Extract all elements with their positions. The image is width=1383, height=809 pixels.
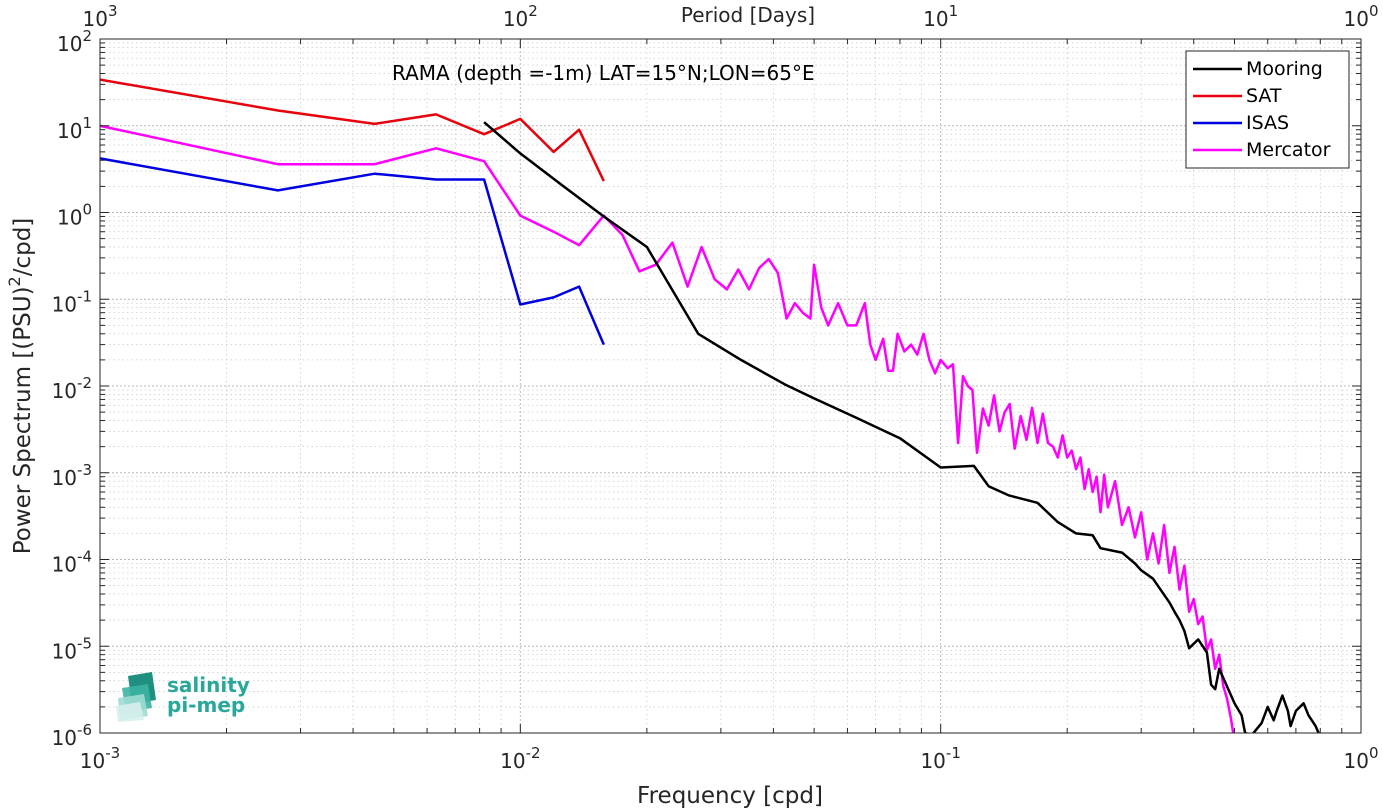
y-tick-label: 10-3: [52, 461, 92, 490]
y-tick-label: 10-6: [52, 721, 92, 750]
y-axis-title-main: Power Spectrum [(PSU): [10, 286, 36, 554]
logo-icon: [116, 672, 156, 722]
y-tick-label: 102: [57, 27, 92, 56]
ticks-layer: [99, 38, 1362, 734]
left-tick-labels: 102 101 100 10-1 10-2 10-3 10-4 10-5 10-6: [52, 27, 92, 750]
series-line-isas: [100, 157, 605, 346]
top-tick-label: 103: [83, 2, 118, 31]
y-tick-label: 10-4: [52, 548, 92, 577]
y-tick-label: 10-2: [52, 374, 92, 403]
y-tick-label: 10-1: [52, 287, 92, 316]
x-tick-label: 10-1: [920, 744, 960, 773]
salinity-pimep-logo: salinity pi-mep: [116, 672, 250, 722]
logo-line1: salinity: [167, 673, 250, 697]
series-line-mercator: [100, 124, 1235, 733]
legend-label-mooring: Mooring: [1246, 58, 1323, 80]
logo-line2: pi-mep: [167, 693, 245, 717]
y-axis-title-end: /cpd]: [10, 218, 36, 277]
legend: Mooring SAT ISAS Mercator: [1185, 50, 1350, 169]
legend-label-mercator: Mercator: [1246, 139, 1331, 161]
minor-grid: [100, 39, 1361, 733]
plot-background: [100, 39, 1361, 733]
chart-annotation: RAMA (depth =-1m) LAT=15°N;LON=65°E: [392, 61, 815, 85]
legend-box: [1185, 50, 1350, 169]
y-tick-label: 100: [57, 201, 92, 230]
x-tick-label: 100: [1344, 744, 1379, 773]
y-axis-title-sup: 2: [5, 276, 24, 286]
y-axis-title: Power Spectrum [(PSU)2/cpd]: [5, 218, 36, 555]
top-axis-title: Period [Days]: [681, 3, 815, 27]
y-tick-label: 10-5: [52, 634, 92, 663]
top-tick-labels: 103 102 101 100: [83, 2, 1379, 31]
top-tick-label: 102: [503, 2, 538, 31]
series-layer: [100, 78, 1320, 733]
top-tick-label: 100: [1344, 2, 1379, 31]
x-axis-title: Frequency [cpd]: [637, 783, 823, 809]
bottom-tick-labels: 10-3 10-2 10-1 100: [80, 744, 1379, 773]
top-tick-label: 101: [923, 2, 958, 31]
legend-label-isas: ISAS: [1246, 112, 1289, 134]
legend-label-sat: SAT: [1246, 85, 1282, 107]
series-line-sat: [100, 78, 605, 182]
series-line-mooring: [483, 121, 1320, 733]
x-tick-label: 10-3: [80, 744, 120, 773]
y-tick-label: 101: [57, 114, 92, 143]
x-tick-label: 10-2: [500, 744, 540, 773]
